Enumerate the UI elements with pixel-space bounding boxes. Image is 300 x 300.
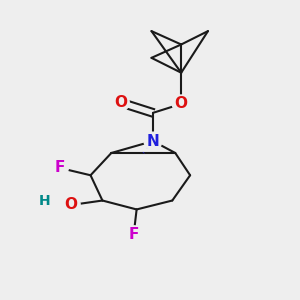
Circle shape [172, 95, 190, 113]
Text: O: O [114, 95, 127, 110]
Text: F: F [128, 227, 139, 242]
Circle shape [50, 159, 68, 177]
Text: H: H [39, 194, 50, 208]
Circle shape [144, 132, 162, 150]
Text: O: O [65, 197, 78, 212]
Circle shape [37, 193, 52, 208]
Text: N: N [147, 134, 159, 148]
Text: F: F [54, 160, 64, 175]
Circle shape [62, 196, 80, 214]
Circle shape [125, 226, 142, 244]
Text: O: O [175, 96, 188, 111]
Circle shape [111, 94, 129, 111]
